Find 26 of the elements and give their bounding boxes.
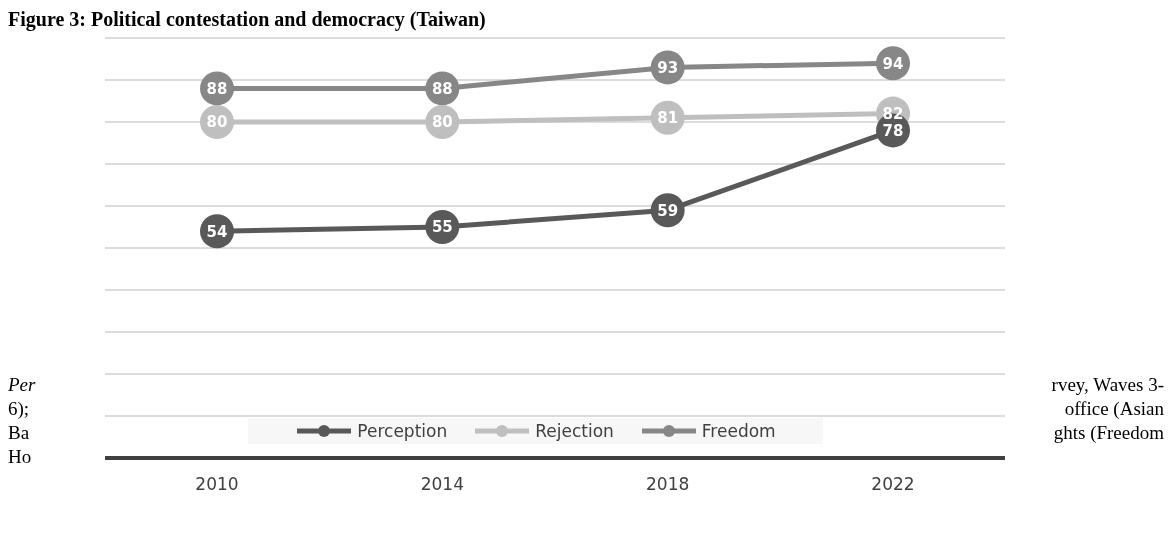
data-label: 59 bbox=[657, 201, 679, 220]
x-tick-label: 2014 bbox=[420, 474, 464, 495]
text: ghts (Freedom bbox=[1053, 422, 1164, 444]
data-label: 94 bbox=[882, 54, 904, 73]
text: rvey, Waves 3- bbox=[1051, 374, 1164, 396]
legend-label: Freedom bbox=[701, 421, 776, 441]
data-label: 88 bbox=[206, 79, 228, 98]
x-tick-label: 2018 bbox=[646, 474, 690, 495]
data-label: 88 bbox=[431, 79, 453, 98]
text: Ho bbox=[8, 446, 32, 468]
data-label: 80 bbox=[431, 113, 453, 132]
chart-title: Figure 3: Political contestation and democracy (Taiwan) bbox=[8, 8, 486, 31]
x-tick-label: 2010 bbox=[195, 474, 239, 495]
data-label: 55 bbox=[431, 218, 453, 237]
text: Per bbox=[8, 374, 36, 396]
text: office (Asian bbox=[1064, 398, 1164, 420]
data-label: 93 bbox=[657, 58, 679, 77]
data-label: 78 bbox=[882, 121, 904, 140]
x-tick-label: 2022 bbox=[871, 474, 915, 495]
legend-label: Perception bbox=[357, 421, 448, 441]
text: 6); bbox=[8, 398, 30, 420]
text: Ba bbox=[8, 422, 30, 444]
data-label: 54 bbox=[206, 222, 228, 241]
data-label: 81 bbox=[657, 109, 679, 128]
legend-label: Rejection bbox=[535, 421, 614, 441]
data-label: 80 bbox=[206, 113, 228, 132]
